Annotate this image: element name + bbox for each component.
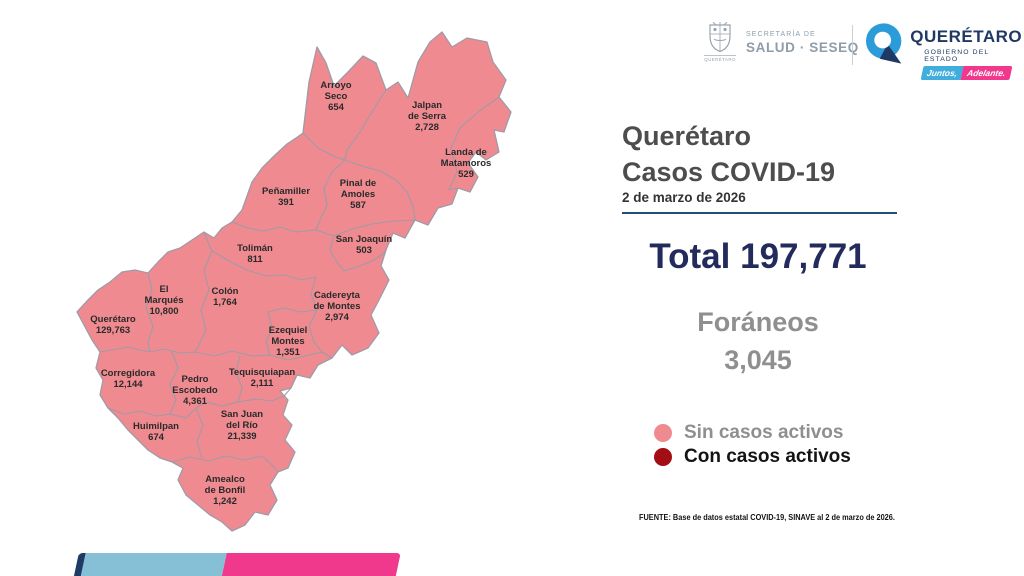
footer-bar (73, 553, 401, 576)
municipality-label: Peñamiller 391 (261, 186, 311, 208)
municipality-label: El Marqués 10,800 (144, 283, 184, 317)
qro-wordmark: QUERÉTARO GOBIERNO DEL ESTADO Juntos, Ad… (910, 27, 1024, 81)
qro-subtitle: GOBIERNO DEL ESTADO (924, 49, 989, 63)
total-value: 197,771 (740, 237, 867, 276)
municipality-label: Pedro Escobedo 4,361 (172, 373, 218, 407)
seseq-crest: QUERÉTARO (703, 22, 737, 62)
municipality-label: Corregidora 12,144 (100, 368, 156, 390)
municipality-borders (99, 89, 500, 473)
footer-bar-blue (80, 553, 227, 576)
total-label: Total (649, 237, 731, 276)
active-dot-icon (654, 448, 672, 466)
foraneos-label: Foráneos (697, 307, 819, 337)
title-line2: Casos COVID-19 (622, 157, 836, 187)
legend-row-active: Con casos activos (654, 445, 851, 469)
municipality-label: San Joaquín 503 (335, 234, 393, 256)
legend: Sin casos activos Con casos activos (654, 421, 851, 469)
municipality-label: Cadereyta de Montes 2,974 (313, 289, 361, 323)
legend-active-label: Con casos activos (684, 446, 851, 467)
municipality-label: Amealco de Bonfil 1,242 (204, 473, 246, 507)
source-note: FUENTE: Base de datos estatal COVID-19, … (639, 513, 895, 522)
total-cases: Total 197,771 (613, 237, 903, 277)
municipality-label: Huimilpan 674 (133, 421, 179, 443)
municipality-label: Querétaro 129,763 (90, 314, 136, 336)
qro-slogan-left: Juntos, (920, 66, 964, 80)
qro-name: QUERÉTARO (910, 27, 1023, 46)
qro-slogan-badge: Juntos, Adelante. (920, 66, 1013, 80)
qro-slogan-right: Adelante. (961, 66, 1013, 80)
seseq-line1: SECRETARÍA DE (746, 31, 816, 38)
municipality-label: Jalpan de Serra 2,728 (407, 99, 447, 133)
seseq-logo: QUERÉTARO SECRETARÍA DE SALUD · SESEQ (703, 22, 859, 62)
no-active-dot-icon (654, 424, 672, 442)
seseq-wordmark: SECRETARÍA DE SALUD · SESEQ (746, 31, 859, 55)
report-date: 2 de marzo de 2026 (622, 190, 897, 214)
qro-state-logo: QUERÉTARO GOBIERNO DEL ESTADO Juntos, Ad… (864, 20, 1024, 81)
qro-q-icon (865, 23, 902, 64)
municipality-label: Landa de Matamoros 529 (440, 146, 492, 180)
title-line1: Querétaro (622, 121, 752, 151)
municipality-label: Colón 1,764 (211, 286, 239, 308)
page-title: Querétaro Casos COVID-19 (622, 118, 835, 190)
seseq-line2: SALUD · SESEQ (746, 40, 859, 55)
municipality-label: Ezequiel Montes 1,351 (268, 324, 308, 358)
seseq-crest-caption: QUERÉTARO (704, 55, 736, 62)
municipality-label: San Juan del Río 21,339 (220, 408, 264, 442)
foraneos: Foráneos 3,045 (613, 303, 903, 379)
header-divider (852, 25, 853, 65)
municipality-label: Tequisquiapan 2,111 (228, 367, 296, 389)
legend-no-active-label: Sin casos activos (684, 422, 844, 443)
municipality-label: Pinal de Amoles 587 (339, 177, 377, 211)
state-outline (76, 31, 512, 532)
municipality-label: Arroyo Seco 654 (320, 79, 352, 113)
municipality-label: Tolimán 811 (237, 243, 273, 265)
legend-row-no-active: Sin casos activos (654, 421, 851, 445)
footer-bar-pink (221, 553, 401, 576)
foraneos-value: 3,045 (724, 345, 792, 375)
seseq-crest-icon (709, 22, 731, 53)
